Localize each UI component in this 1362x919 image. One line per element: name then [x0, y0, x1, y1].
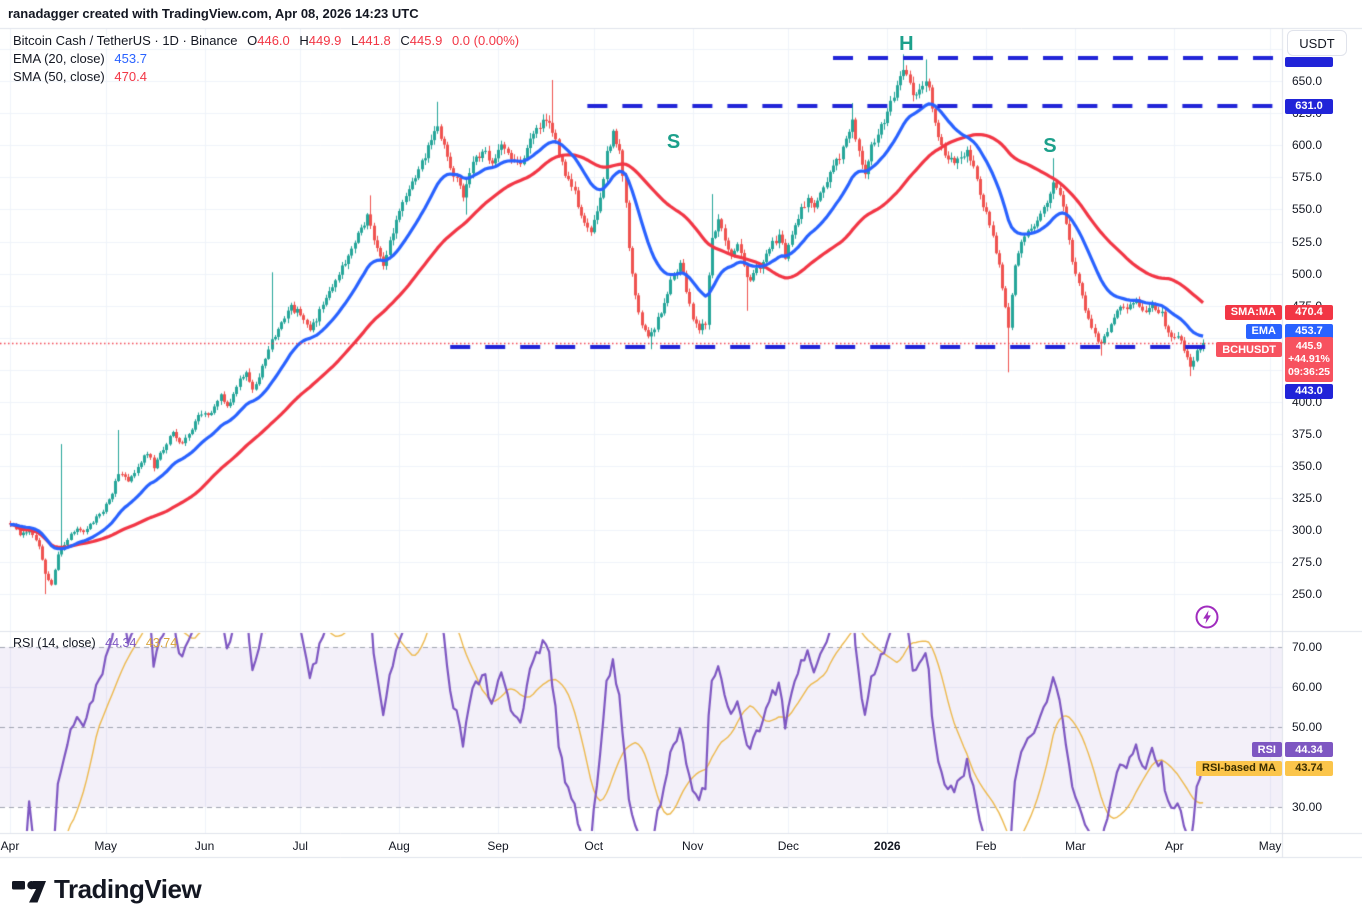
- chart-legend: Bitcoin Cash / TetherUS · 1D · Binance O…: [13, 32, 519, 86]
- axis-badge-level-443: 443.0: [1285, 383, 1333, 399]
- close-value: 445.9: [409, 33, 443, 48]
- time-axis-label: Aug: [388, 839, 410, 853]
- currency-button[interactable]: USDT: [1287, 30, 1347, 56]
- price-tick-label: 325.0: [1292, 490, 1323, 505]
- pattern-marker-s[interactable]: S: [666, 130, 681, 153]
- pattern-marker-h[interactable]: H: [899, 33, 914, 56]
- axis-badge-rsi: 44.34: [1285, 742, 1333, 758]
- price-tick-label: 300.0: [1292, 523, 1323, 537]
- attribution-line: ranadagger created with TradingView.com,…: [8, 6, 419, 21]
- brand-text: TradingView: [54, 874, 202, 904]
- time-axis-label: 2026: [873, 839, 901, 853]
- time-axis-label: Nov: [681, 839, 704, 853]
- open-value: 446.0: [257, 33, 290, 48]
- low-key: L: [350, 33, 359, 48]
- price-tick-label: 375.0: [1292, 426, 1323, 441]
- close-key: C: [400, 33, 410, 48]
- ema-value: 453.7: [114, 51, 147, 66]
- rsi-tick-label: 30.00: [1292, 800, 1323, 814]
- price-tick-label: 550.0: [1292, 202, 1323, 217]
- ema-legend-row[interactable]: EMA (20, close) 453.7: [13, 50, 519, 67]
- symbol-ticker-label: BCHUSDT: [1216, 342, 1282, 358]
- price-tick-label: 600.0: [1292, 138, 1323, 153]
- price-tick-label: 275.0: [1292, 555, 1323, 570]
- change-value: 0.0 (0.00%): [451, 33, 520, 48]
- sma-label: SMA (50, close): [13, 69, 105, 84]
- price-tick-label: 575.0: [1292, 170, 1323, 185]
- price-tick-label: 525.0: [1292, 234, 1323, 249]
- time-axis-label: May: [94, 839, 118, 853]
- time-axis-label: Apr: [1165, 839, 1184, 853]
- axis-badge-level-top: [1285, 57, 1333, 67]
- ema-label-badge: EMA: [1245, 323, 1282, 339]
- sma-value: 470.4: [114, 69, 147, 84]
- price-tick-label: 650.0: [1292, 74, 1323, 89]
- rsi-ma-value: 43.74: [145, 636, 178, 650]
- time-axis-label: Dec: [777, 839, 800, 853]
- axis-badge-ema: 453.7: [1285, 323, 1333, 339]
- symbol-title: Bitcoin Cash / TetherUS · 1D · Binance: [13, 33, 238, 48]
- lightning-boost-icon[interactable]: [1194, 604, 1220, 630]
- tradingview-logo-icon: [12, 881, 46, 903]
- symbol-legend-row[interactable]: Bitcoin Cash / TetherUS · 1D · Binance O…: [13, 32, 519, 49]
- time-axis-label: Feb: [975, 839, 997, 853]
- high-value: 449.9: [308, 33, 342, 48]
- time-axis-label: May: [1258, 839, 1282, 853]
- low-value: 441.8: [358, 33, 391, 48]
- rsi-tick-label: 50.00: [1292, 720, 1323, 734]
- sma-legend-row[interactable]: SMA (50, close) 470.4: [13, 68, 519, 85]
- rsi-based-ma-label: RSI-based MA: [1196, 760, 1282, 776]
- price-tick-label: 250.0: [1292, 587, 1323, 602]
- axis-badge-rsi-ma: 43.74: [1285, 760, 1333, 776]
- price-tick-label: 350.0: [1292, 458, 1323, 473]
- pattern-marker-s[interactable]: S: [1043, 134, 1057, 157]
- time-axis-label: Mar: [1065, 839, 1086, 853]
- axis-badge-last-price: 445.9 +44.91% 09:36:25: [1285, 336, 1333, 382]
- high-key: H: [299, 33, 309, 48]
- rsi-tick-label: 70.00: [1292, 640, 1323, 654]
- footer-brand[interactable]: TradingView: [12, 874, 202, 905]
- axis-badge-level-631: 631.0: [1285, 98, 1333, 114]
- rsi-label: RSI (14, close): [13, 636, 96, 650]
- time-axis-label: Jul: [292, 839, 308, 853]
- rsi-value: 44.34: [105, 636, 137, 650]
- rsi-label-badge: RSI: [1251, 742, 1282, 758]
- time-axis-label: Sep: [487, 839, 509, 853]
- price-tick-label: 500.0: [1292, 266, 1323, 281]
- rsi-tick-label: 60.00: [1292, 680, 1323, 694]
- time-axis-label: Jun: [194, 839, 215, 853]
- rsi-legend-row[interactable]: RSI (14, close) 44.34 43.74: [13, 636, 177, 650]
- time-axis-label: Apr: [0, 839, 20, 853]
- sma-ma-label: SMA:MA: [1224, 304, 1282, 320]
- ema-label: EMA (20, close): [13, 51, 105, 66]
- axis-badge-sma: 470.4: [1285, 304, 1333, 320]
- time-axis-label: Oct: [584, 839, 604, 853]
- open-key: O: [247, 33, 258, 48]
